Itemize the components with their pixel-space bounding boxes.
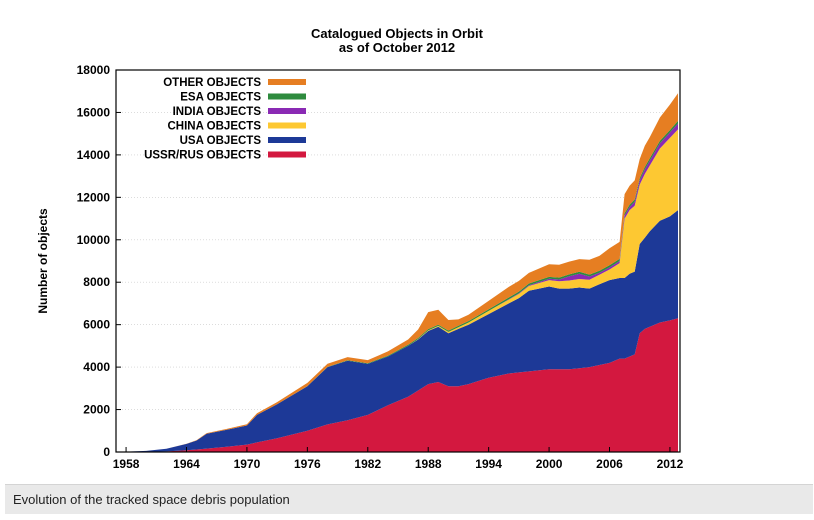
y-tick-label: 12000: [77, 190, 111, 204]
chart-title: Catalogued Objects in Orbit: [311, 26, 484, 41]
x-tick-label: 1976: [294, 457, 321, 471]
x-tick-label: 1994: [475, 457, 502, 471]
y-axis-label: Number of objects: [36, 208, 50, 314]
y-tick-label: 14000: [77, 148, 111, 162]
x-tick-label: 1970: [234, 457, 261, 471]
y-tick-label: 6000: [83, 318, 110, 332]
legend-label: CHINA OBJECTS: [168, 121, 262, 133]
chart-subtitle: as of October 2012: [339, 40, 455, 55]
y-tick-label: 18000: [77, 63, 111, 77]
y-tick-label: 16000: [77, 105, 111, 119]
legend-label: USA OBJECTS: [180, 135, 262, 147]
area-other-objects: [116, 93, 678, 453]
x-tick-label: 1982: [354, 457, 381, 471]
legend-label: OTHER OBJECTS: [163, 77, 261, 89]
x-tick-label: 1964: [173, 457, 200, 471]
y-tick-label: 2000: [83, 403, 110, 417]
y-tick-label: 0: [103, 445, 110, 459]
legend-swatch: [268, 151, 306, 158]
axis-ticks: 0 2000 4000 6000 8000 10000 12000 14000 16000 180…: [77, 63, 684, 471]
x-tick-label: 1958: [113, 457, 140, 471]
chart-svg: Catalogued Objects in Orbit as of Octobe…: [36, 26, 684, 471]
legend-label: INDIA OBJECTS: [173, 106, 262, 118]
x-tick-label: 2012: [657, 457, 684, 471]
legend-swatch: [268, 93, 306, 100]
legend-label: USSR/RUS OBJECTS: [144, 150, 261, 162]
legend-swatch: [268, 79, 306, 85]
y-tick-label: 8000: [83, 275, 110, 289]
x-tick-label: 1988: [415, 457, 442, 471]
legend-swatch: [268, 122, 306, 129]
area-usa-objects: [116, 210, 678, 452]
legend-swatch: [268, 137, 306, 143]
x-tick-label: 2000: [536, 457, 563, 471]
plot-frame: [115, 69, 681, 453]
chart-area: Catalogued Objects in Orbit as of Octobe…: [36, 26, 684, 471]
legend-label: ESA OBJECTS: [180, 92, 261, 104]
area-ussr-rus-objects: [116, 318, 678, 452]
x-tick-label: 2006: [596, 457, 623, 471]
area-series-group: [116, 93, 678, 453]
caption-text: Evolution of the tracked space debris po…: [13, 492, 290, 507]
legend-swatch: [268, 108, 306, 114]
legend: OTHER OBJECTS ESA OBJECTS INDIA OBJECTS CHI…: [144, 77, 306, 162]
y-tick-label: 4000: [83, 360, 110, 374]
caption-bar: Evolution of the tracked space debris po…: [5, 484, 813, 514]
y-tick-label: 10000: [77, 233, 111, 247]
